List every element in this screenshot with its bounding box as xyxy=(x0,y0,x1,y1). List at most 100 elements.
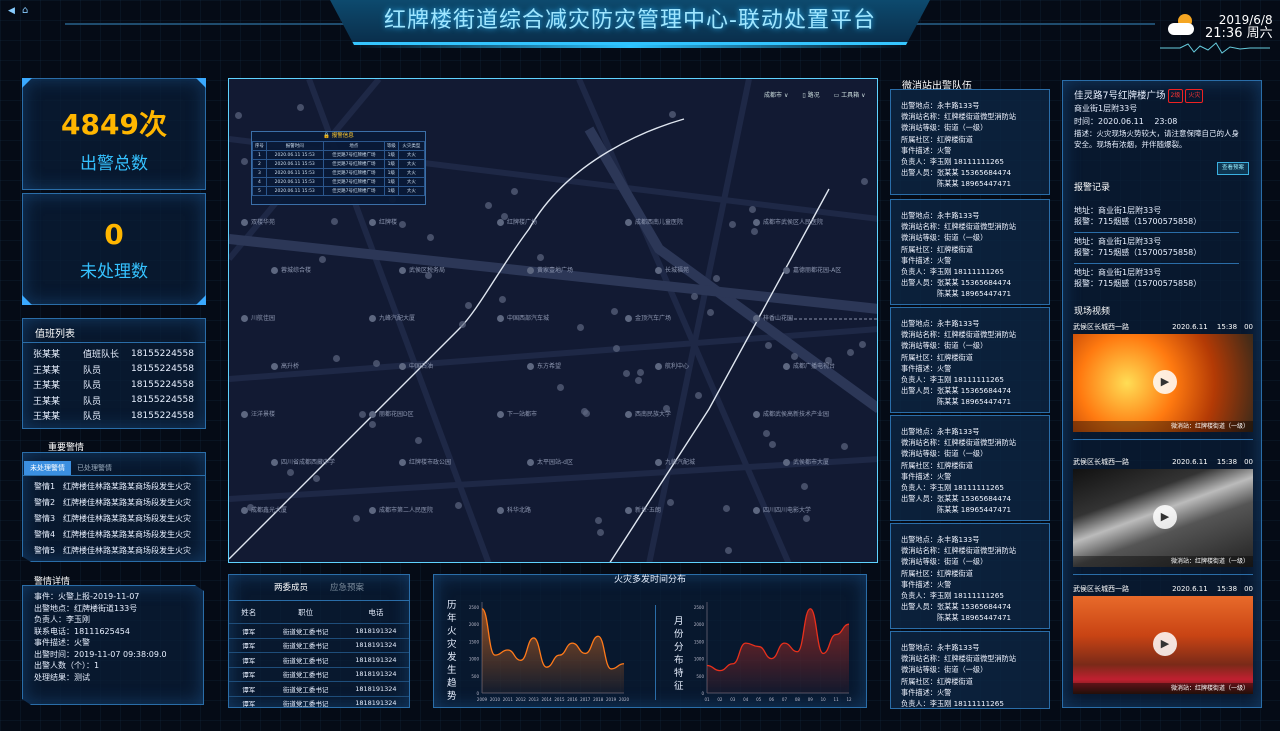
map-poi-pin[interactable] xyxy=(465,302,472,309)
map-poi-pin[interactable] xyxy=(425,272,432,279)
alert-item[interactable]: 警情3 红牌楼佳林路某路某商场段发生火灾 xyxy=(34,510,194,526)
map-poi-pin[interactable] xyxy=(353,515,360,522)
map-poi-pin[interactable] xyxy=(803,515,810,522)
map-poi-pin[interactable] xyxy=(655,363,662,370)
video-player[interactable]: ▶ 微消站：红牌楼街道（一级） xyxy=(1073,334,1253,432)
play-icon[interactable]: ▶ xyxy=(1153,370,1177,394)
map-poi-pin[interactable] xyxy=(271,363,278,370)
map-poi-pin[interactable] xyxy=(751,228,758,235)
map-poi-pin[interactable] xyxy=(369,219,376,226)
map-poi-pin[interactable] xyxy=(527,363,534,370)
map-poi-pin[interactable] xyxy=(783,459,790,466)
map-poi-pin[interactable] xyxy=(611,308,618,315)
alert-item[interactable]: 警情1 红牌楼佳林路某路某商场段发生火灾 xyxy=(34,478,194,494)
map-poi-pin[interactable] xyxy=(655,267,662,274)
map-poi-pin[interactable] xyxy=(373,360,380,367)
map-poi-pin[interactable] xyxy=(271,459,278,466)
map-poi-pin[interactable] xyxy=(695,392,702,399)
map-poi-pin[interactable] xyxy=(825,357,832,364)
home-icon[interactable]: ⌂ xyxy=(22,5,29,16)
map-poi-pin[interactable] xyxy=(241,507,248,514)
popup-row[interactable]: 5 2020.06.11 15:53 佳灵路7号红牌楼广场 1级 大火 xyxy=(252,186,426,196)
map-poi-pin[interactable] xyxy=(369,507,376,514)
map-poi-pin[interactable] xyxy=(769,441,776,448)
map-poi-pin[interactable] xyxy=(577,324,584,331)
map-poi-pin[interactable] xyxy=(847,349,854,356)
map-poi-pin[interactable] xyxy=(459,321,466,328)
map-poi-pin[interactable] xyxy=(783,267,790,274)
map-poi-pin[interactable] xyxy=(713,275,720,282)
map-poi-pin[interactable] xyxy=(331,218,338,225)
map-poi-pin[interactable] xyxy=(399,221,406,228)
map-poi-pin[interactable] xyxy=(235,112,242,119)
map-poi-pin[interactable] xyxy=(537,254,544,261)
map-poi-pin[interactable] xyxy=(723,505,730,512)
map-poi-pin[interactable] xyxy=(763,430,770,437)
map-poi-pin[interactable] xyxy=(859,341,866,348)
map-poi-pin[interactable] xyxy=(783,363,790,370)
map-poi-pin[interactable] xyxy=(635,377,642,384)
map-poi-pin[interactable] xyxy=(485,202,492,209)
map-poi-pin[interactable] xyxy=(497,219,504,226)
map-poi-pin[interactable] xyxy=(749,206,756,213)
station-card[interactable]: 出警地点：永丰路133号 微消站名称：红牌楼街道微型消防站 微消站等级：街道（一级）… xyxy=(890,415,1050,521)
map-poi-pin[interactable] xyxy=(399,363,406,370)
map-poi-pin[interactable] xyxy=(801,483,808,490)
station-card[interactable]: 出警地点：永丰路133号 微消站名称：红牌楼街道微型消防站 微消站等级：街道（一级）… xyxy=(890,199,1050,305)
play-icon[interactable]: ▶ xyxy=(1153,505,1177,529)
map-poi-pin[interactable] xyxy=(455,502,462,509)
map-poi-pin[interactable] xyxy=(613,345,620,352)
map-poi-pin[interactable] xyxy=(313,475,320,482)
map-poi-pin[interactable] xyxy=(753,315,760,322)
committee-tab[interactable]: 应急预案 xyxy=(330,583,365,593)
popup-row[interactable]: 1 2020.06.11 15:53 佳灵路7号红牌楼广场 1级 大火 xyxy=(252,150,426,160)
map-poi-pin[interactable] xyxy=(399,459,406,466)
map-poi-pin[interactable] xyxy=(501,213,508,220)
map-view[interactable]: 双楼华苑 红牌楼 红牌楼广场 成都西南儿童医院 成都市武侯区人民医院 蓉城综合楼 武侯区税务… xyxy=(228,78,878,563)
map-poi-pin[interactable] xyxy=(753,411,760,418)
map-poi-pin[interactable] xyxy=(527,267,534,274)
map-poi-pin[interactable] xyxy=(399,267,406,274)
map-poi-pin[interactable] xyxy=(241,411,248,418)
map-poi-pin[interactable] xyxy=(625,315,632,322)
map-poi-pin[interactable] xyxy=(625,219,632,226)
popup-row[interactable]: 2 2020.06.11 15:53 佳灵路7号红牌楼广场 1级 大火 xyxy=(252,159,426,169)
map-poi-pin[interactable] xyxy=(497,411,504,418)
map-poi-pin[interactable] xyxy=(359,411,366,418)
map-poi-pin[interactable] xyxy=(241,315,248,322)
popup-row[interactable]: 3 2020.06.11 15:53 佳灵路7号红牌楼广场 1级 大火 xyxy=(252,168,426,178)
map-poi-pin[interactable] xyxy=(297,104,304,111)
map-poi-pin[interactable] xyxy=(791,353,798,360)
map-poi-pin[interactable] xyxy=(595,517,602,524)
map-poi-pin[interactable] xyxy=(511,188,518,195)
map-poi-pin[interactable] xyxy=(287,469,294,476)
back-icon[interactable]: ◀ xyxy=(8,6,15,16)
map-poi-pin[interactable] xyxy=(583,410,590,417)
station-card[interactable]: 出警地点：永丰路133号 微消站名称：红牌楼街道微型消防站 微消站等级：街道（一级）… xyxy=(890,307,1050,413)
station-card[interactable]: 出警地点：永丰路133号 微消站名称：红牌楼街道微型消防站 微消站等级：街道（一级）… xyxy=(890,89,1050,195)
map-poi-pin[interactable] xyxy=(247,504,254,511)
map-poi-pin[interactable] xyxy=(369,421,376,428)
map-poi-pin[interactable] xyxy=(369,315,376,322)
map-poi-pin[interactable] xyxy=(861,178,868,185)
map-poi-pin[interactable] xyxy=(241,158,248,165)
city-select[interactable]: 成都市 ∨ xyxy=(764,90,788,99)
station-card[interactable]: 出警地点：永丰路133号 微消站名称：红牌楼街道微型消防站 微消站等级：街道（一级）… xyxy=(890,631,1050,709)
map-poi-pin[interactable] xyxy=(333,355,340,362)
map-poi-pin[interactable] xyxy=(729,221,736,228)
map-poi-pin[interactable] xyxy=(497,315,504,322)
map-poi-pin[interactable] xyxy=(497,507,504,514)
map-poi-pin[interactable] xyxy=(753,219,760,226)
alerts-tab[interactable]: 未处理警情 xyxy=(24,461,71,475)
traffic-toggle[interactable]: ▯ 路况 xyxy=(802,92,820,99)
video-player[interactable]: ▶ 微消站：红牌楼街道（一级） xyxy=(1073,469,1253,567)
map-poi-pin[interactable] xyxy=(725,547,732,554)
map-poi-pin[interactable] xyxy=(319,256,326,263)
view-plan-button[interactable]: 查看预案 xyxy=(1216,162,1249,175)
map-poi-pin[interactable] xyxy=(663,405,670,412)
popup-row[interactable]: 4 2020.06.11 15:53 佳灵路7号红牌楼广场 1级 大火 xyxy=(252,177,426,187)
map-poi-pin[interactable] xyxy=(637,369,644,376)
map-poi-pin[interactable] xyxy=(691,293,698,300)
map-poi-pin[interactable] xyxy=(427,234,434,241)
map-poi-pin[interactable] xyxy=(667,499,674,506)
